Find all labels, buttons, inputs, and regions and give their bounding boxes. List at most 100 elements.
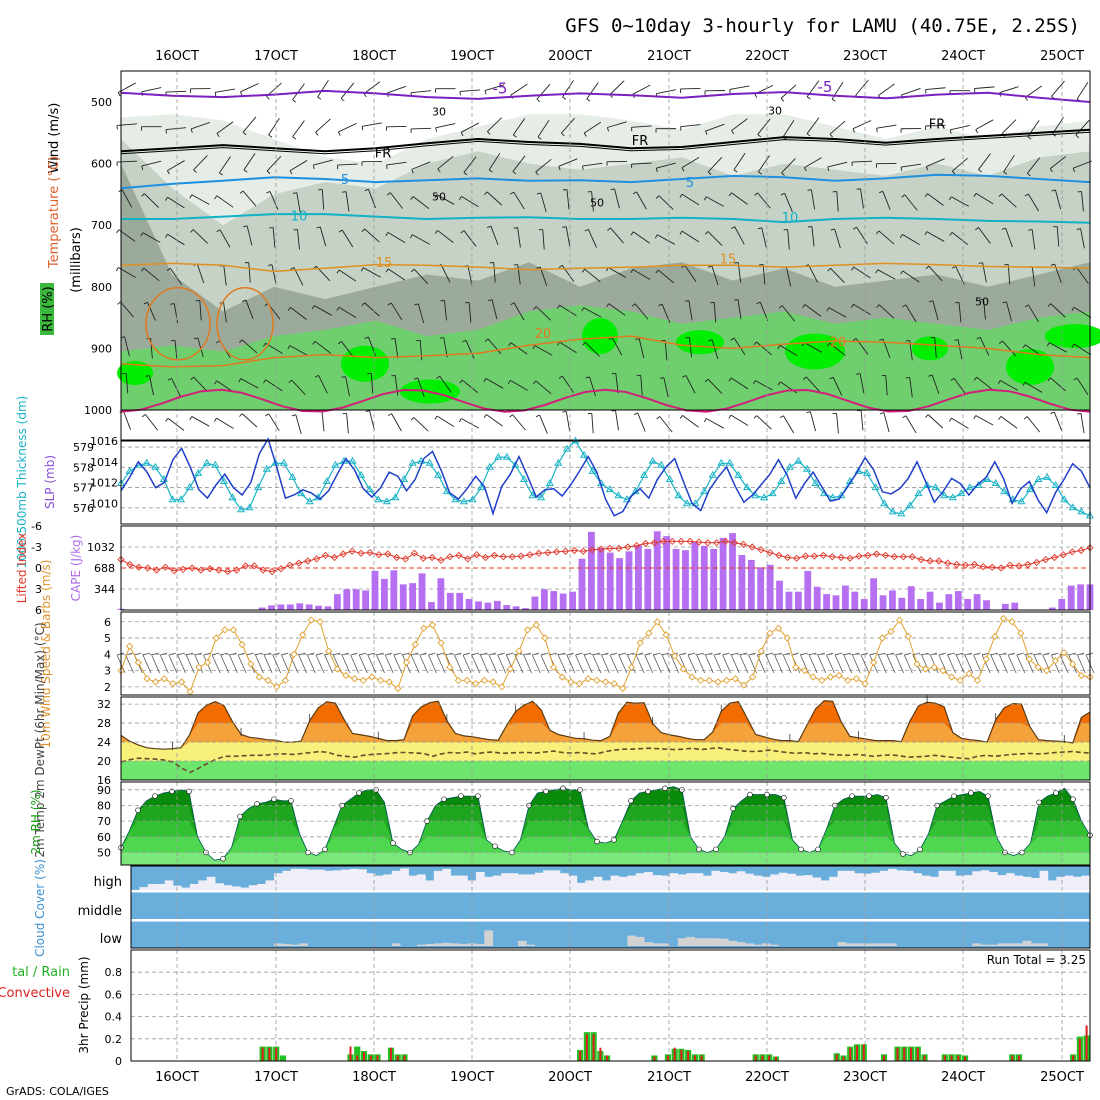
rh-point [288,798,294,804]
surface-wind-barb [696,654,706,674]
cape-bar [851,591,859,610]
wind-barb [241,413,258,428]
surface-wind-barb-flag [679,652,687,656]
thickness-point [176,495,186,503]
wind-barb [191,416,210,427]
wind-barb [413,417,429,432]
thickness-point [580,450,589,458]
high-cloud-bar [358,869,367,890]
wind-barb-flag [459,379,463,384]
lifted-index-point [828,553,836,561]
wind-barb-flag [780,192,785,196]
wind-speed-point [878,634,887,642]
high-cloud-bar [240,887,250,890]
wind-barb-flag [899,234,903,239]
wind-speed-point [653,618,662,626]
surface-wind-barb [609,654,619,674]
isotherm-label: 5 [686,176,694,191]
wind-barb [804,304,822,317]
surface-wind-barb-flag [255,652,263,656]
wind-barb [219,156,231,174]
high-cloud-bar [921,875,931,890]
surface-wind-barb-flag [921,652,929,656]
high-cloud-bar [181,887,191,890]
wind-barb [779,344,798,356]
wind-barb-flag [728,414,732,419]
wind-barb-flag [925,414,929,418]
cloud-layer-separator [131,890,1090,893]
wind-barb [583,307,602,318]
surface-wind-barb [454,654,463,674]
date-label-top: 16OCT [155,49,199,64]
cape-bar [399,584,407,610]
rain-bar [354,1046,361,1061]
low-cloud-bar [627,935,637,946]
wind-barb-flag [141,414,146,418]
lifted-index-point [1024,560,1032,569]
wind-barb [245,299,254,319]
wind-barb-flag [756,301,761,305]
cape-bar [550,591,558,610]
wind-barb [711,265,719,286]
wind-barb-flag [562,96,567,100]
thickness-point [888,507,897,515]
wind-barb-flag [458,196,462,201]
wind-barb-flag [557,304,560,309]
cape-bar [484,602,492,610]
cape-bar [870,578,878,610]
wind-barb [876,124,897,129]
wind-barb-flag [585,376,590,379]
low-cloud-bar [972,943,981,946]
convective-bar [680,1049,683,1061]
high-cloud-bar [879,870,889,890]
surface-wind-barb-flag [142,652,151,656]
surface-wind-barb-flag [1008,652,1016,656]
wind-barb [314,305,332,316]
wind-barb-flag [950,377,955,382]
wind-barb [1001,193,1017,208]
pressure-tick: 600 [91,158,112,171]
high-cloud-bar [576,882,586,890]
isotherm-label: -5 [493,79,508,97]
thickness-tick: 577 [73,482,94,495]
cape-bar [465,599,473,610]
cape-bar [597,547,605,610]
wind-speed-point [402,658,411,667]
wind-barb-flag [535,414,540,418]
wind-barb [656,89,676,95]
surface-wind-barb [947,654,956,674]
wind-barb [610,227,624,244]
date-label-top: 18OCT [352,49,396,64]
rh-patch-90 [341,345,389,382]
wind-barb-flag [311,305,315,310]
wind-barb [248,262,251,283]
thickness-point [562,444,571,452]
lifted-index-point [766,548,774,557]
high-cloud-bar [543,870,552,890]
rh-point [985,793,991,799]
wind-barb [321,411,325,432]
surface-wind-barb [1059,654,1069,674]
surface-wind-barb-flag [272,652,280,656]
wind-speed-point [523,626,532,634]
thickness-point [880,499,889,507]
wind-barb-flag [141,193,145,197]
cape-bar [823,594,830,610]
lifted-index-point [704,539,712,547]
wind-barb [978,227,991,244]
wind-speed-point [368,673,376,681]
wind-barb-flag [340,98,345,102]
wind-barb [411,90,431,94]
surface-wind-barb-flag [385,652,393,656]
surface-wind-barb-flag [895,652,903,656]
lifted-index-point [570,546,579,555]
wind-barb-flag [630,231,634,236]
wind-barb [731,192,748,205]
high-cloud-bar [568,875,578,890]
surface-wind-barb [1007,654,1017,674]
convective-bar [943,1055,946,1061]
wind-barb [486,191,503,206]
wind-barb [733,337,746,356]
wind-barb [1000,416,1018,429]
